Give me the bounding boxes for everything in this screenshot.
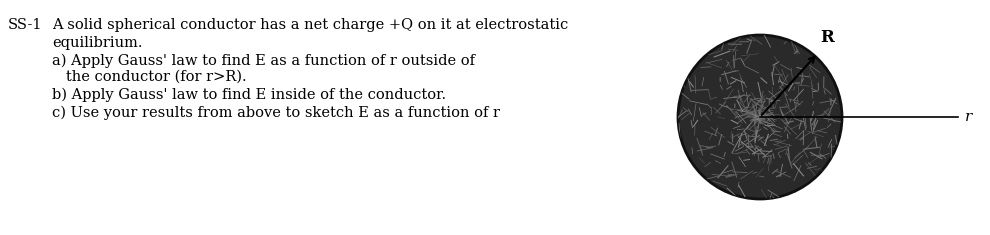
Text: c) Use your results from above to sketch E as a function of r: c) Use your results from above to sketch… <box>52 106 500 120</box>
Text: R: R <box>820 29 834 46</box>
Text: equilibrium.: equilibrium. <box>52 36 143 50</box>
Text: r: r <box>965 110 972 124</box>
Text: b) Apply Gauss' law to find E inside of the conductor.: b) Apply Gauss' law to find E inside of … <box>52 88 446 102</box>
Circle shape <box>678 35 842 199</box>
Text: a) Apply Gauss' law to find E as a function of r outside of: a) Apply Gauss' law to find E as a funct… <box>52 54 475 68</box>
Text: A solid spherical conductor has a net charge +Q on it at electrostatic: A solid spherical conductor has a net ch… <box>52 18 568 32</box>
Text: SS-1: SS-1 <box>8 18 43 32</box>
Text: the conductor (for r>R).: the conductor (for r>R). <box>52 70 247 84</box>
